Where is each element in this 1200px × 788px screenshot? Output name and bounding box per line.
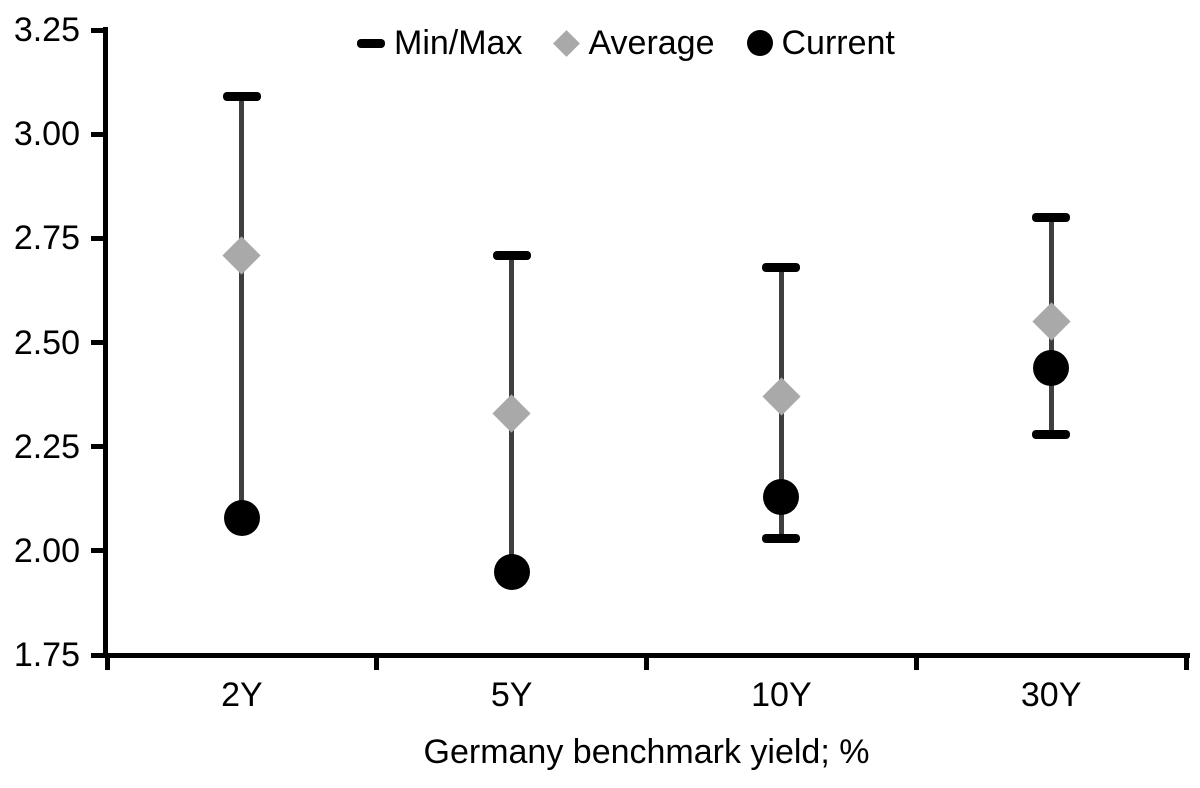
y-axis-tick — [91, 235, 103, 241]
max-cap — [762, 263, 801, 272]
average-marker-diamond — [492, 394, 531, 433]
x-axis-tick — [1183, 658, 1189, 670]
y-axis-tick-label: 2.00 — [13, 531, 80, 570]
x-axis-title: Germany benchmark yield; % — [423, 733, 870, 771]
max-cap — [222, 92, 261, 102]
x-axis-category-label: 2Y — [221, 676, 263, 714]
min-cap — [762, 533, 801, 543]
current-marker-circle — [763, 478, 800, 515]
y-axis-tick-label: 1.75 — [13, 636, 80, 674]
y-axis-tick — [91, 340, 103, 345]
chart-legend: Min/Max Average Current — [357, 22, 895, 64]
y-axis-tick-label: 2.75 — [13, 219, 80, 258]
y-axis-line — [103, 27, 108, 658]
y-axis-tick-label: 3.25 — [13, 11, 80, 49]
max-cap — [492, 250, 531, 260]
legend-diamond-icon — [553, 29, 581, 57]
legend-item: Current — [746, 22, 895, 64]
y-axis-tick-label: 2.25 — [13, 427, 80, 466]
y-axis-tick-label: 3.00 — [13, 115, 80, 154]
legend-circle-icon — [746, 30, 773, 56]
y-axis-tick-label: 2.50 — [13, 323, 80, 362]
x-axis-tick — [374, 658, 380, 670]
legend-item-label: Average — [588, 24, 715, 62]
legend-item-label: Min/Max — [394, 24, 523, 62]
y-axis-tick — [91, 444, 103, 450]
y-axis-tick — [91, 27, 103, 33]
current-marker-circle — [1033, 349, 1070, 386]
y-axis-tick — [91, 652, 103, 658]
range-line — [239, 96, 245, 518]
x-axis-category-label: 30Y — [1020, 676, 1082, 714]
x-axis-tick — [644, 658, 649, 670]
y-axis-tick — [91, 548, 103, 554]
y-axis-tick — [91, 131, 103, 137]
min-cap — [1032, 429, 1071, 439]
x-axis-line — [103, 653, 1190, 658]
legend-item: Min/Max — [357, 22, 522, 64]
average-marker-diamond — [222, 235, 261, 275]
legend-item: Average — [553, 22, 715, 64]
x-axis-category-label: 5Y — [490, 676, 533, 714]
legend-dash-icon — [357, 38, 385, 48]
legend-item-label: Current — [781, 24, 895, 62]
average-marker-diamond — [1032, 302, 1071, 341]
current-marker-circle — [223, 499, 260, 536]
max-cap — [1032, 213, 1071, 222]
average-marker-diamond — [762, 377, 801, 416]
current-marker-circle — [493, 553, 530, 590]
x-axis-category-label: 10Y — [751, 676, 812, 714]
x-axis-tick — [913, 658, 919, 670]
x-axis-tick — [104, 658, 110, 670]
